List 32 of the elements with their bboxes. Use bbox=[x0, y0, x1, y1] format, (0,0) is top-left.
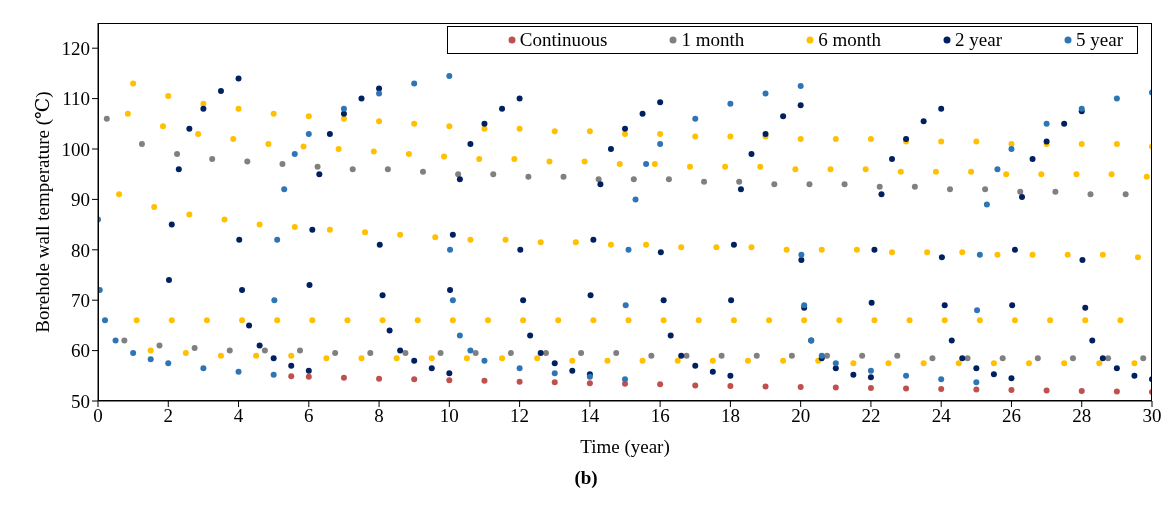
x-tick-label: 10 bbox=[439, 405, 459, 427]
x-tick-label: 8 bbox=[374, 405, 384, 427]
x-tick-label: 30 bbox=[1142, 405, 1162, 427]
y-axis-title: Borehole wall temperature (℃) bbox=[31, 91, 54, 333]
x-tick-label: 22 bbox=[861, 405, 881, 427]
y-tick-label: 110 bbox=[62, 88, 90, 110]
x-tick-label: 28 bbox=[1072, 405, 1092, 427]
x-tick-label: 20 bbox=[791, 405, 811, 427]
x-tick-label: 16 bbox=[650, 405, 670, 427]
y-tick-label: 100 bbox=[61, 138, 90, 160]
x-tick-label: 2 bbox=[163, 405, 174, 427]
legend-label: Continuous bbox=[519, 29, 608, 51]
x-tick-label: 14 bbox=[580, 405, 600, 427]
legend-label: 1 month bbox=[681, 29, 745, 51]
y-tick-label: 90 bbox=[71, 189, 90, 211]
x-tick-label: 18 bbox=[720, 405, 740, 427]
x-tick-label: 4 bbox=[233, 405, 244, 427]
legend-label: 5 year bbox=[1076, 29, 1123, 51]
x-axis-title: Time (year) bbox=[580, 436, 670, 458]
legend-label: 2 year bbox=[955, 29, 1003, 51]
y-tick-label: 120 bbox=[61, 37, 90, 59]
text: (b) bbox=[573, 467, 599, 489]
x-tick-label: 6 bbox=[304, 405, 314, 427]
x-tick-label: 0 bbox=[93, 405, 103, 427]
y-tick-label: 70 bbox=[71, 289, 90, 311]
x-tick-label: 24 bbox=[931, 405, 952, 427]
legend-label: 6 month bbox=[818, 29, 882, 51]
x-tick-label: 26 bbox=[1001, 405, 1021, 427]
x-tick-label: 12 bbox=[510, 405, 530, 427]
y-tick-label: 60 bbox=[71, 340, 90, 362]
y-tick-label: 80 bbox=[71, 239, 90, 261]
y-tick-label: 50 bbox=[71, 390, 90, 412]
